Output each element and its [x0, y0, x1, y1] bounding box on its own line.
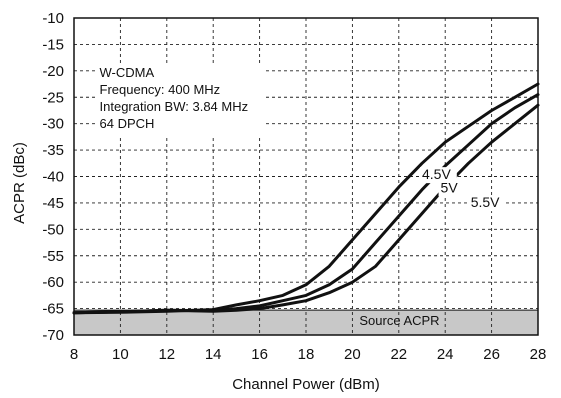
y-tick-label: -65	[42, 301, 64, 318]
y-tick-label: -15	[42, 36, 64, 53]
annotation-line: 64 DPCH	[100, 116, 155, 131]
series-line-5.5V	[72, 103, 540, 315]
y-tick-label: -40	[42, 169, 64, 186]
x-tick-label: 24	[437, 346, 454, 363]
series-label-bg	[420, 167, 457, 184]
x-tick-label: 16	[251, 346, 268, 363]
y-tick-label: -20	[42, 63, 64, 80]
y-tick-label: -70	[42, 327, 64, 344]
y-tick-label: -25	[42, 89, 64, 106]
y-tick-label: -35	[42, 142, 64, 159]
x-tick-label: 10	[112, 346, 129, 363]
y-tick-label: -30	[42, 116, 64, 133]
x-tick-label: 14	[205, 346, 222, 363]
x-tick-label: 28	[530, 346, 547, 363]
y-axis-title: ACPR (dBc)	[11, 142, 28, 224]
annotation-line: W-CDMA	[100, 65, 155, 80]
series-label-bg	[468, 195, 506, 212]
series-label-5.5V: 5.5V	[471, 194, 500, 210]
annotation-line: Frequency: 400 MHz	[100, 82, 221, 97]
annotation-box	[95, 63, 264, 138]
series-label-4.5V: 4.5V	[422, 166, 451, 182]
x-tick-label: 20	[344, 346, 361, 363]
x-axis-title: Channel Power (dBm)	[232, 376, 380, 393]
x-tick-label: 18	[298, 346, 315, 363]
x-tick-label: 22	[390, 346, 407, 363]
y-tick-label: -55	[42, 248, 64, 265]
source-acpr-label: Source ACPR	[359, 313, 439, 328]
x-tick-label: 12	[158, 346, 175, 363]
series-label-bg	[438, 180, 459, 197]
plot-frame	[73, 17, 539, 336]
y-tick-label: -60	[42, 274, 64, 291]
annotation-line: Integration BW: 3.84 MHz	[100, 99, 249, 114]
x-tick-label: 26	[483, 346, 500, 363]
x-tick-label: 8	[70, 346, 78, 363]
series-label-5V: 5V	[441, 179, 459, 195]
y-tick-label: -45	[42, 195, 64, 212]
y-tick-label: -50	[42, 221, 64, 238]
y-tick-label: -10	[42, 10, 64, 27]
